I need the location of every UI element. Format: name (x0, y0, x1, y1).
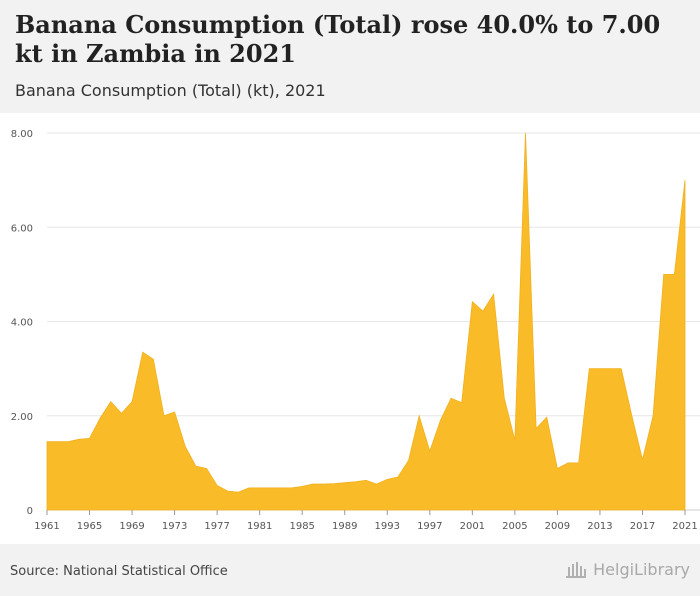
data-point[interactable] (428, 449, 432, 453)
data-point[interactable] (77, 437, 81, 441)
data-point[interactable] (162, 414, 166, 418)
chart-subtitle: Banana Consumption (Total) (kt), 2021 (15, 81, 326, 100)
data-point[interactable] (215, 484, 219, 488)
data-point[interactable] (332, 482, 336, 486)
x-tick-label: 2005 (502, 521, 527, 532)
data-point[interactable] (66, 440, 70, 444)
data-point[interactable] (662, 272, 666, 276)
data-point[interactable] (375, 482, 379, 486)
data-point[interactable] (492, 292, 496, 296)
data-point[interactable] (545, 415, 549, 419)
data-point[interactable] (609, 367, 613, 371)
x-axis-ticks: 1961 1965 1969 1973 1977 1981 1985 1989 1993 1997… (34, 510, 698, 532)
y-tick-label: 2.00 (11, 412, 33, 423)
y-axis-ticks: 0 2.00 4.00 6.00 8.00 (11, 129, 33, 517)
area-series[interactable] (46, 132, 686, 511)
y-tick-label: 4.00 (11, 318, 33, 329)
data-point[interactable] (236, 490, 240, 494)
x-tick-label: 2009 (545, 521, 570, 532)
data-point[interactable] (151, 357, 155, 361)
data-point[interactable] (311, 482, 315, 486)
data-point[interactable] (88, 436, 92, 440)
library-building-icon (566, 561, 587, 578)
data-point[interactable] (513, 438, 517, 442)
x-tick-label: 1965 (77, 521, 102, 532)
x-tick-label: 2021 (672, 521, 697, 532)
data-point[interactable] (672, 272, 676, 276)
x-tick-label: 1989 (332, 521, 357, 532)
data-point[interactable] (45, 440, 49, 444)
data-point[interactable] (353, 480, 357, 484)
data-point[interactable] (226, 489, 230, 493)
area-chart: 02.004.006.008.00 1961 1965 1969 1973 1977 19… (11, 129, 700, 532)
x-tick-label: 1977 (204, 521, 229, 532)
data-point[interactable] (438, 418, 442, 422)
data-point[interactable] (683, 178, 687, 182)
data-point[interactable] (321, 482, 325, 486)
data-point[interactable] (524, 131, 528, 135)
data-point[interactable] (247, 486, 251, 490)
data-point[interactable] (460, 401, 464, 405)
data-point[interactable] (396, 475, 400, 479)
data-point[interactable] (417, 414, 421, 418)
data-point[interactable] (364, 478, 368, 482)
x-tick-label: 1997 (417, 521, 442, 532)
data-point[interactable] (109, 400, 113, 404)
data-point[interactable] (141, 350, 145, 354)
x-tick-label: 2013 (587, 521, 612, 532)
data-point[interactable] (385, 477, 389, 481)
data-point[interactable] (258, 486, 262, 490)
x-tick-label: 1961 (34, 521, 59, 532)
x-tick-label: 2017 (630, 521, 655, 532)
data-point[interactable] (555, 467, 559, 471)
chart-title: Banana Consumption (Total) rose 40.0% to… (15, 10, 661, 68)
chart-footer: Source: National Statistical Office Helg… (0, 544, 700, 596)
data-point[interactable] (205, 467, 209, 471)
data-point[interactable] (290, 486, 294, 490)
x-tick-label: 1985 (289, 521, 314, 532)
data-point[interactable] (407, 459, 411, 463)
y-tick-label: 6.00 (11, 223, 33, 234)
data-point[interactable] (470, 300, 474, 304)
data-point[interactable] (630, 414, 634, 418)
data-point[interactable] (640, 458, 644, 462)
chart-header: Banana Consumption (Total) rose 40.0% to… (0, 0, 700, 113)
data-point[interactable] (130, 400, 134, 404)
x-tick-label: 1993 (375, 521, 400, 532)
data-point[interactable] (598, 367, 602, 371)
data-point[interactable] (577, 461, 581, 465)
data-point[interactable] (183, 444, 187, 448)
helgi-library-logo[interactable]: HelgiLibrary (565, 560, 690, 579)
x-tick-label: 1981 (247, 521, 272, 532)
data-point[interactable] (481, 309, 485, 313)
data-point[interactable] (449, 396, 453, 400)
data-point[interactable] (534, 426, 538, 430)
data-point[interactable] (300, 484, 304, 488)
x-tick-label: 1969 (119, 521, 144, 532)
data-point[interactable] (566, 461, 570, 465)
x-tick-label: 2001 (460, 521, 485, 532)
data-point[interactable] (173, 410, 177, 414)
data-point[interactable] (56, 440, 60, 444)
y-tick-label: 8.00 (11, 129, 33, 140)
data-point[interactable] (619, 367, 623, 371)
source-note: Source: National Statistical Office (10, 564, 228, 579)
data-point[interactable] (502, 396, 506, 400)
data-point[interactable] (651, 414, 655, 418)
data-point[interactable] (268, 486, 272, 490)
logo-text: HelgiLibrary (593, 560, 690, 579)
data-point[interactable] (343, 481, 347, 485)
data-point[interactable] (98, 416, 102, 420)
data-point[interactable] (194, 464, 198, 468)
data-point[interactable] (279, 486, 283, 490)
x-tick-label: 1973 (162, 521, 187, 532)
chart-area: 0 2.00 4.00 6.00 8.00 1961 1965 1969 1973 1977 19… (0, 113, 700, 544)
y-tick-label: 0 (27, 506, 33, 517)
series-layer (45, 131, 687, 511)
data-point[interactable] (119, 411, 123, 415)
data-point[interactable] (587, 367, 591, 371)
